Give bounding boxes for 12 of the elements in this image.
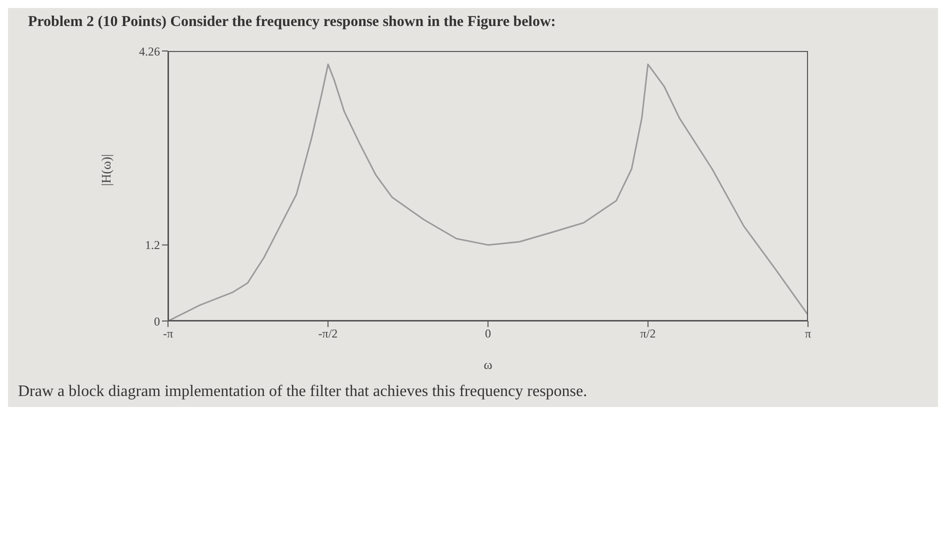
x-tick-label: π/2 [640,326,656,341]
x-tick-label: 0 [485,326,491,341]
y-tick-label: 0 [154,314,160,328]
x-tick-label: -π [162,326,174,341]
y-tick-label: 4.26 [139,44,160,58]
chart-title: Problem 2 (10 Points) Consider the frequency response shown in the Figure below: [28,14,557,31]
y-axis-title: |H(ω)| [98,154,114,186]
text: Draw a block diagram implementation of the filter that achieves this frequency response. [18,383,588,401]
x-tick-label: π [804,326,812,341]
y-tick-label: 1.2 [145,238,160,252]
x-tick-label: -π/2 [318,326,338,341]
x-axis-title: ω [484,357,493,372]
